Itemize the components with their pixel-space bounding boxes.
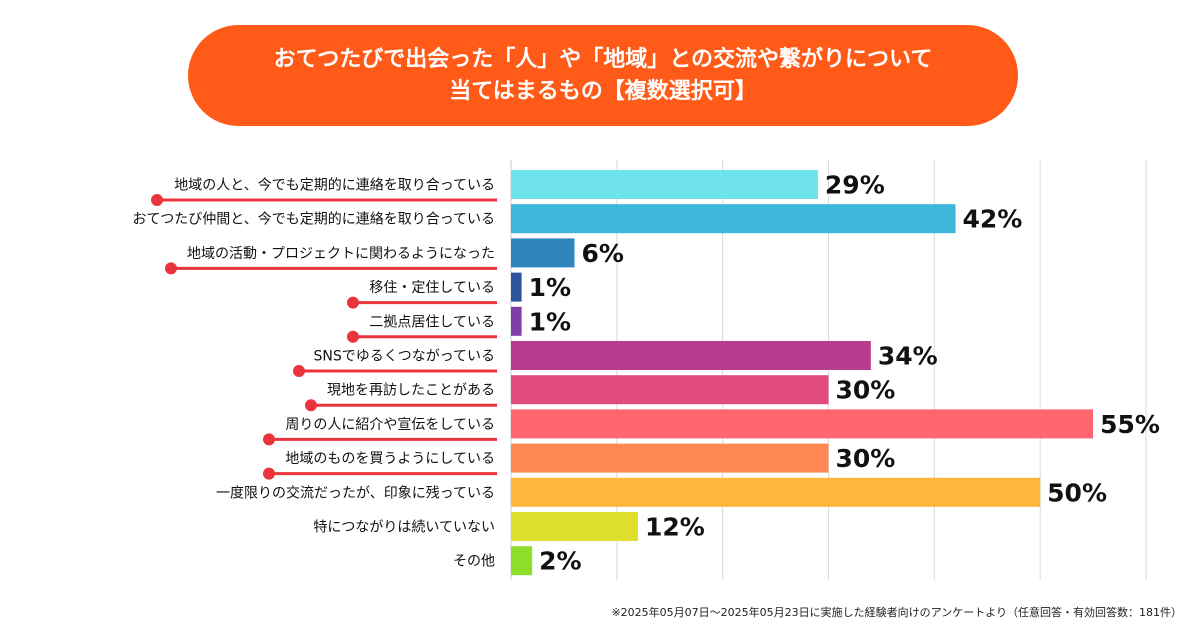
chart-title-line-2: 当てはまるもの【複数選択可】 [449, 78, 757, 104]
bar [511, 512, 638, 541]
value-label: 55% [1100, 410, 1160, 439]
highlight-dot [165, 262, 177, 275]
bar [511, 546, 533, 576]
chart-title-line-1: おてつたびで出会った「人」や「地域」との交流や繋がりについて [273, 46, 933, 72]
value-label: 1% [529, 307, 571, 336]
bar [511, 204, 956, 234]
category-label: その他 [453, 554, 495, 570]
value-label: 12% [645, 513, 705, 542]
category-label: 地域のものを買うようにしている [285, 451, 495, 467]
category-label: 地域の人と、今でも定期的に連絡を取り合っている [174, 178, 495, 194]
value-label: 30% [836, 376, 896, 405]
category-label: 移住・定住している [369, 280, 495, 296]
category-label: 一度限りの交流だったが、印象に残っている [216, 484, 495, 501]
category-label: SNSでゆるくつながっている [313, 349, 495, 365]
survey-footnote: ※2025年05月07日〜2025年05月23日に実施した経験者向けのアンケート… [611, 606, 1182, 619]
bar [511, 409, 1094, 439]
bar [511, 477, 1041, 507]
highlight-dot [151, 194, 163, 206]
bar [511, 272, 522, 302]
bar [511, 341, 871, 370]
category-label: 周りの人に紹介や宣伝をしている [285, 417, 495, 433]
bar [511, 238, 575, 268]
bar [511, 375, 829, 405]
value-label: 2% [539, 547, 581, 576]
bar [511, 170, 818, 199]
highlight-dot [263, 467, 275, 480]
bar [511, 306, 522, 336]
category-label: 地域の活動・プロジェクトに関わるようになった [187, 246, 495, 262]
value-label: 30% [836, 444, 896, 473]
category-label: おてつたび仲間と、今でも定期的に連絡を取り合っている [133, 212, 495, 228]
highlight-dot [263, 433, 275, 446]
bar [511, 443, 829, 473]
value-label: 50% [1047, 478, 1107, 507]
highlight-dot [292, 365, 305, 377]
highlight-dot [347, 296, 359, 309]
category-label: 特につながりは続いていない [313, 519, 495, 536]
value-label: 6% [582, 239, 624, 268]
highlight-dot [305, 399, 317, 412]
chart-title-banner: おてつたびで出会った「人」や「地域」との交流や繋がりについて 当てはまるもの【複… [188, 25, 1018, 126]
value-label: 42% [963, 205, 1023, 234]
category-label: 現地を再訪したことがある [327, 383, 495, 399]
value-label: 34% [878, 342, 938, 371]
value-label: 29% [825, 171, 885, 200]
highlight-dot [347, 330, 359, 343]
value-label: 1% [529, 273, 571, 302]
category-label: 二拠点居住している [369, 314, 495, 330]
